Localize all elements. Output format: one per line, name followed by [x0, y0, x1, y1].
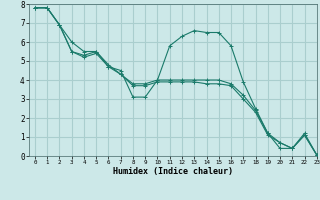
X-axis label: Humidex (Indice chaleur): Humidex (Indice chaleur): [113, 167, 233, 176]
